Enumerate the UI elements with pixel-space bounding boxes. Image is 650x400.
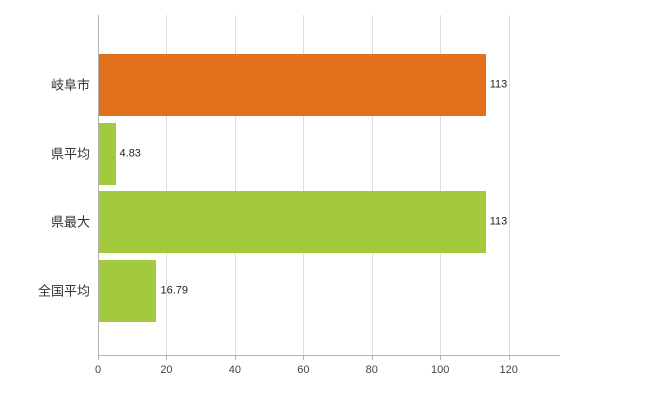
x-tick-20 — [166, 356, 168, 360]
x-tick-label-40: 40 — [228, 364, 241, 376]
bar-3 — [99, 259, 157, 322]
bar-1 — [99, 122, 116, 185]
x-tick-120 — [508, 356, 510, 360]
gridline-60 — [303, 15, 305, 355]
category-label-0: 岐阜市 — [50, 77, 90, 93]
gridline-80 — [371, 15, 373, 355]
value-label-0: 113 — [489, 78, 508, 91]
x-tick-label-120: 120 — [499, 364, 518, 376]
x-tick-100 — [440, 356, 442, 360]
gridline-20 — [166, 15, 168, 355]
value-label-2: 113 — [489, 215, 508, 228]
x-tick-label-0: 0 — [94, 364, 102, 376]
x-tick-label-20: 20 — [160, 364, 173, 376]
y-axis-line — [98, 15, 99, 356]
x-tick-80 — [371, 356, 373, 360]
x-tick-40 — [234, 356, 236, 360]
x-tick-label-80: 80 — [365, 364, 378, 376]
gridline-40 — [234, 15, 236, 355]
x-tick-label-100: 100 — [431, 364, 450, 376]
bar-2 — [99, 191, 486, 253]
x-axis-line — [98, 355, 560, 356]
x-tick-0 — [98, 356, 99, 360]
x-tick-label-60: 60 — [297, 364, 310, 376]
x-tick-60 — [303, 356, 305, 360]
bar-0 — [99, 54, 486, 116]
category-label-1: 県平均 — [50, 146, 90, 161]
category-label-3: 全国平均 — [37, 283, 90, 298]
gridline-120 — [508, 15, 510, 355]
value-label-1: 4.83 — [119, 147, 141, 159]
gridline-100 — [440, 15, 442, 355]
category-label-2: 県最大 — [50, 214, 90, 230]
value-label-3: 16.79 — [160, 284, 188, 296]
